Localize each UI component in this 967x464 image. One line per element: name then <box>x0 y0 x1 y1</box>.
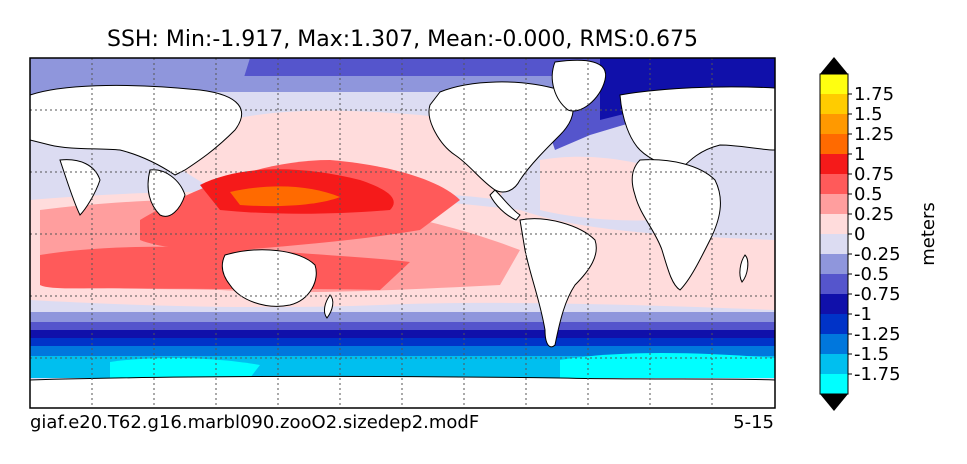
colorbar-band <box>820 74 848 94</box>
colorbar-band <box>820 134 848 154</box>
colorbar-band <box>820 314 848 334</box>
colorbar-tick-label: 0.5 <box>854 184 883 205</box>
south-america <box>519 218 597 348</box>
colorbar-tick-label: -1 <box>854 304 872 325</box>
central-america <box>489 189 521 221</box>
so-band-4 <box>30 338 775 346</box>
so-band-7 <box>560 353 775 378</box>
madagascar <box>739 254 749 283</box>
north-pacific-low <box>30 58 250 95</box>
colorbar-band <box>820 254 848 274</box>
colorbar-tick-label: -0.75 <box>854 284 901 305</box>
colorbar-tick-label: -0.25 <box>854 244 901 265</box>
new-zealand <box>323 294 334 319</box>
so-band-1 <box>30 312 775 322</box>
colorbar-label: meters <box>918 202 939 266</box>
so-band-5 <box>30 346 775 356</box>
colorbar-tick-label: 1.5 <box>854 104 883 125</box>
colorbar-tick-label: -1.5 <box>854 344 889 365</box>
southeast-asia <box>147 169 186 217</box>
warm-pool-core <box>230 186 340 207</box>
chart-title: SSH: Min:-1.917, Max:1.307, Mean:-0.000,… <box>107 27 698 52</box>
ross-sea-cyan <box>110 358 260 378</box>
colorbar-band <box>820 354 848 374</box>
map-frame <box>29 57 776 409</box>
australia <box>221 249 317 307</box>
colorbar-extend-max <box>820 57 848 74</box>
colorbar-tick-label: 1.75 <box>854 84 894 105</box>
colorbar-band <box>820 194 848 214</box>
eurasia-east <box>619 86 775 171</box>
colorbar-tick-label: -0.5 <box>854 264 889 285</box>
colorbar-tick-label: 0 <box>854 224 865 245</box>
caption-case-name: giaf.e20.T62.g16.marbl090.zooO2.sizedep2… <box>30 412 480 433</box>
colorbar-tick-label: 0.75 <box>854 164 894 185</box>
colorbar-band <box>820 214 848 234</box>
colorbar-tick-label: 1 <box>854 144 865 165</box>
colorbar-tick-label: -1.25 <box>854 324 901 345</box>
colorbar: 1.751.51.2510.750.50.250-0.25-0.5-0.75-1… <box>819 57 901 411</box>
colorbar-band <box>820 374 848 394</box>
colorbar-band <box>820 154 848 174</box>
so-band-2 <box>30 322 775 330</box>
greenland <box>551 59 607 112</box>
colorbar-band <box>820 234 848 254</box>
colorbar-extend-min <box>820 394 848 411</box>
eurasia <box>30 84 243 176</box>
map-grid <box>30 58 775 408</box>
colorbar-band <box>820 114 848 134</box>
north-america <box>428 81 574 193</box>
caption-period: 5-15 <box>733 412 774 433</box>
africa <box>631 159 721 291</box>
colorbar-tick-label: -1.75 <box>854 364 901 385</box>
colorbar-band <box>820 334 848 354</box>
colorbar-tick-label: 1.25 <box>854 124 894 145</box>
india <box>59 159 101 216</box>
colorbar-tick-label: 0.25 <box>854 204 894 225</box>
colorbar-band <box>820 294 848 314</box>
colorbar-band <box>820 274 848 294</box>
colorbar-band <box>820 174 848 194</box>
colorbar-band <box>820 94 848 114</box>
ssh-map <box>30 58 775 408</box>
